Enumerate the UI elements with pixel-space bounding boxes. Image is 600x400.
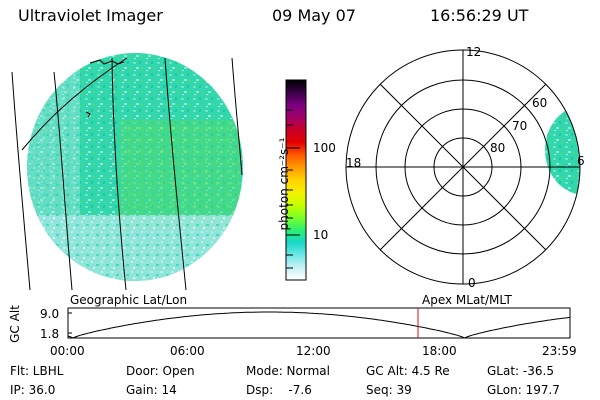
info-ip: IP: 36.0 [10,383,56,397]
xtick-1200: 12:00 [296,344,331,358]
xtick-1800: 18:00 [422,344,457,358]
info-mode: Mode: Normal [246,364,330,378]
polar-label-70: 70 [512,119,528,133]
xtick-0600: 06:00 [170,344,205,358]
altitude-timeline [67,307,571,339]
time-label: 16:56:29 UT [430,6,529,25]
ytick-9: 9.0 [40,307,60,321]
info-glat: GLat: -36.5 [487,364,554,378]
xtick-0000: 00:00 [50,344,85,358]
info-seq: Seq: 39 [366,383,412,397]
polar-label-12: 12 [466,45,482,59]
apex-mlat-label: Apex MLat/MLT [422,293,512,307]
polar-label-6: 6 [577,154,585,168]
info-door: Door: Open [126,364,195,378]
info-dsp: Dsp: -7.6 [246,383,312,397]
polar-plot [345,49,581,285]
info-flt: Flt: LBHL [10,364,64,378]
info-gcalt: GC Alt: 4.5 Re [366,364,450,378]
polar-label-80: 80 [490,141,506,155]
polar-label-60: 60 [532,96,548,110]
geo-latlon-label: Geographic Lat/Lon [70,293,188,307]
info-glon: GLon: 197.7 [487,383,560,397]
date-label: 09 May 07 [272,6,356,25]
polar-label-0: 0 [468,276,476,290]
uv-image-disk [27,53,243,281]
xtick-2359: 23:59 [542,344,577,358]
colorbar-gradient [286,80,306,280]
colorbar-tick-100: 100 [313,141,336,155]
info-gain: Gain: 14 [126,383,177,397]
polar-label-18: 18 [346,156,362,170]
instrument-title: Ultraviolet Imager [18,6,163,25]
colorbar-label: photon cm⁻²s⁻¹ [277,137,291,231]
colorbar-tick-10: 10 [313,228,329,242]
geo-grid-lines [11,57,243,291]
ytick-1-8: 1.8 [40,327,60,341]
gcalt-axis-title: GC Alt [8,305,22,343]
colorbar [285,79,307,281]
